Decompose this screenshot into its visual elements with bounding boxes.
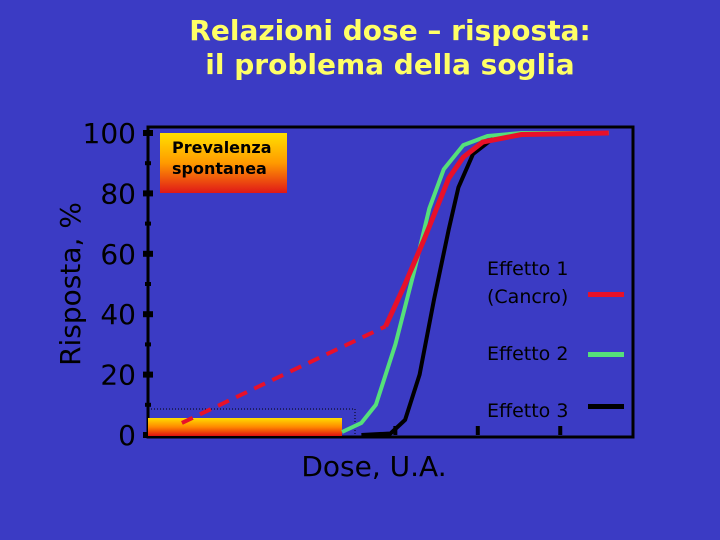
x-tick xyxy=(475,426,480,435)
y-tick-label-80: 80 xyxy=(100,177,136,210)
legend-effetto1-line1: Effetto 1 xyxy=(487,258,568,280)
y-tick-minor xyxy=(145,221,151,226)
series-effetto2-line xyxy=(341,131,609,434)
title-line-1: Relazioni dose – risposta: xyxy=(189,14,591,47)
legend-effetto2: Effetto 2 xyxy=(487,343,568,365)
chart-title: Relazioni dose – risposta: il problema d… xyxy=(0,14,720,82)
prevalenza-label: Prevalenza xyxy=(172,138,272,157)
y-tick-minor xyxy=(145,402,151,407)
legend-swatch-effetto1 xyxy=(588,292,624,297)
series-effetto1-line xyxy=(383,130,609,328)
y-tick-minor xyxy=(145,282,151,286)
y-tick-label-60: 60 xyxy=(100,238,136,271)
y-tick-major-40 xyxy=(143,311,153,318)
y-tick-label-0: 0 xyxy=(118,419,136,452)
y-tick-label-20: 20 xyxy=(100,359,136,392)
y-tick-major-60 xyxy=(143,250,153,257)
series-group xyxy=(181,130,609,437)
y-tick-major-20 xyxy=(143,371,153,378)
legend-swatch-effetto2 xyxy=(588,352,624,357)
title-line-2: il problema della soglia xyxy=(205,48,575,81)
legend-swatch-effetto3 xyxy=(588,404,624,409)
legend: Effetto 1 (Cancro) Effetto 2 Effetto 3 xyxy=(487,258,624,422)
y-tick-label-40: 40 xyxy=(100,298,136,331)
y-tick-major-80 xyxy=(143,190,153,197)
x-tick xyxy=(558,426,563,435)
legend-effetto1-line2: (Cancro) xyxy=(487,286,568,308)
spontanea-label: spontanea xyxy=(172,159,267,178)
legend-effetto3: Effetto 3 xyxy=(487,400,568,422)
y-tick-minor xyxy=(145,161,151,166)
threshold-band xyxy=(148,418,342,436)
y-tick-label-100: 100 xyxy=(83,117,136,150)
prevalenza-box: Prevalenza spontanea xyxy=(160,133,287,193)
y-tick-major-100 xyxy=(143,130,153,136)
x-axis-label: Dose, U.A. xyxy=(301,450,446,483)
y-tick-minor xyxy=(145,342,151,347)
series-effetto1-extrapolated xyxy=(181,324,387,425)
y-axis-label: Risposta, % xyxy=(54,202,87,366)
